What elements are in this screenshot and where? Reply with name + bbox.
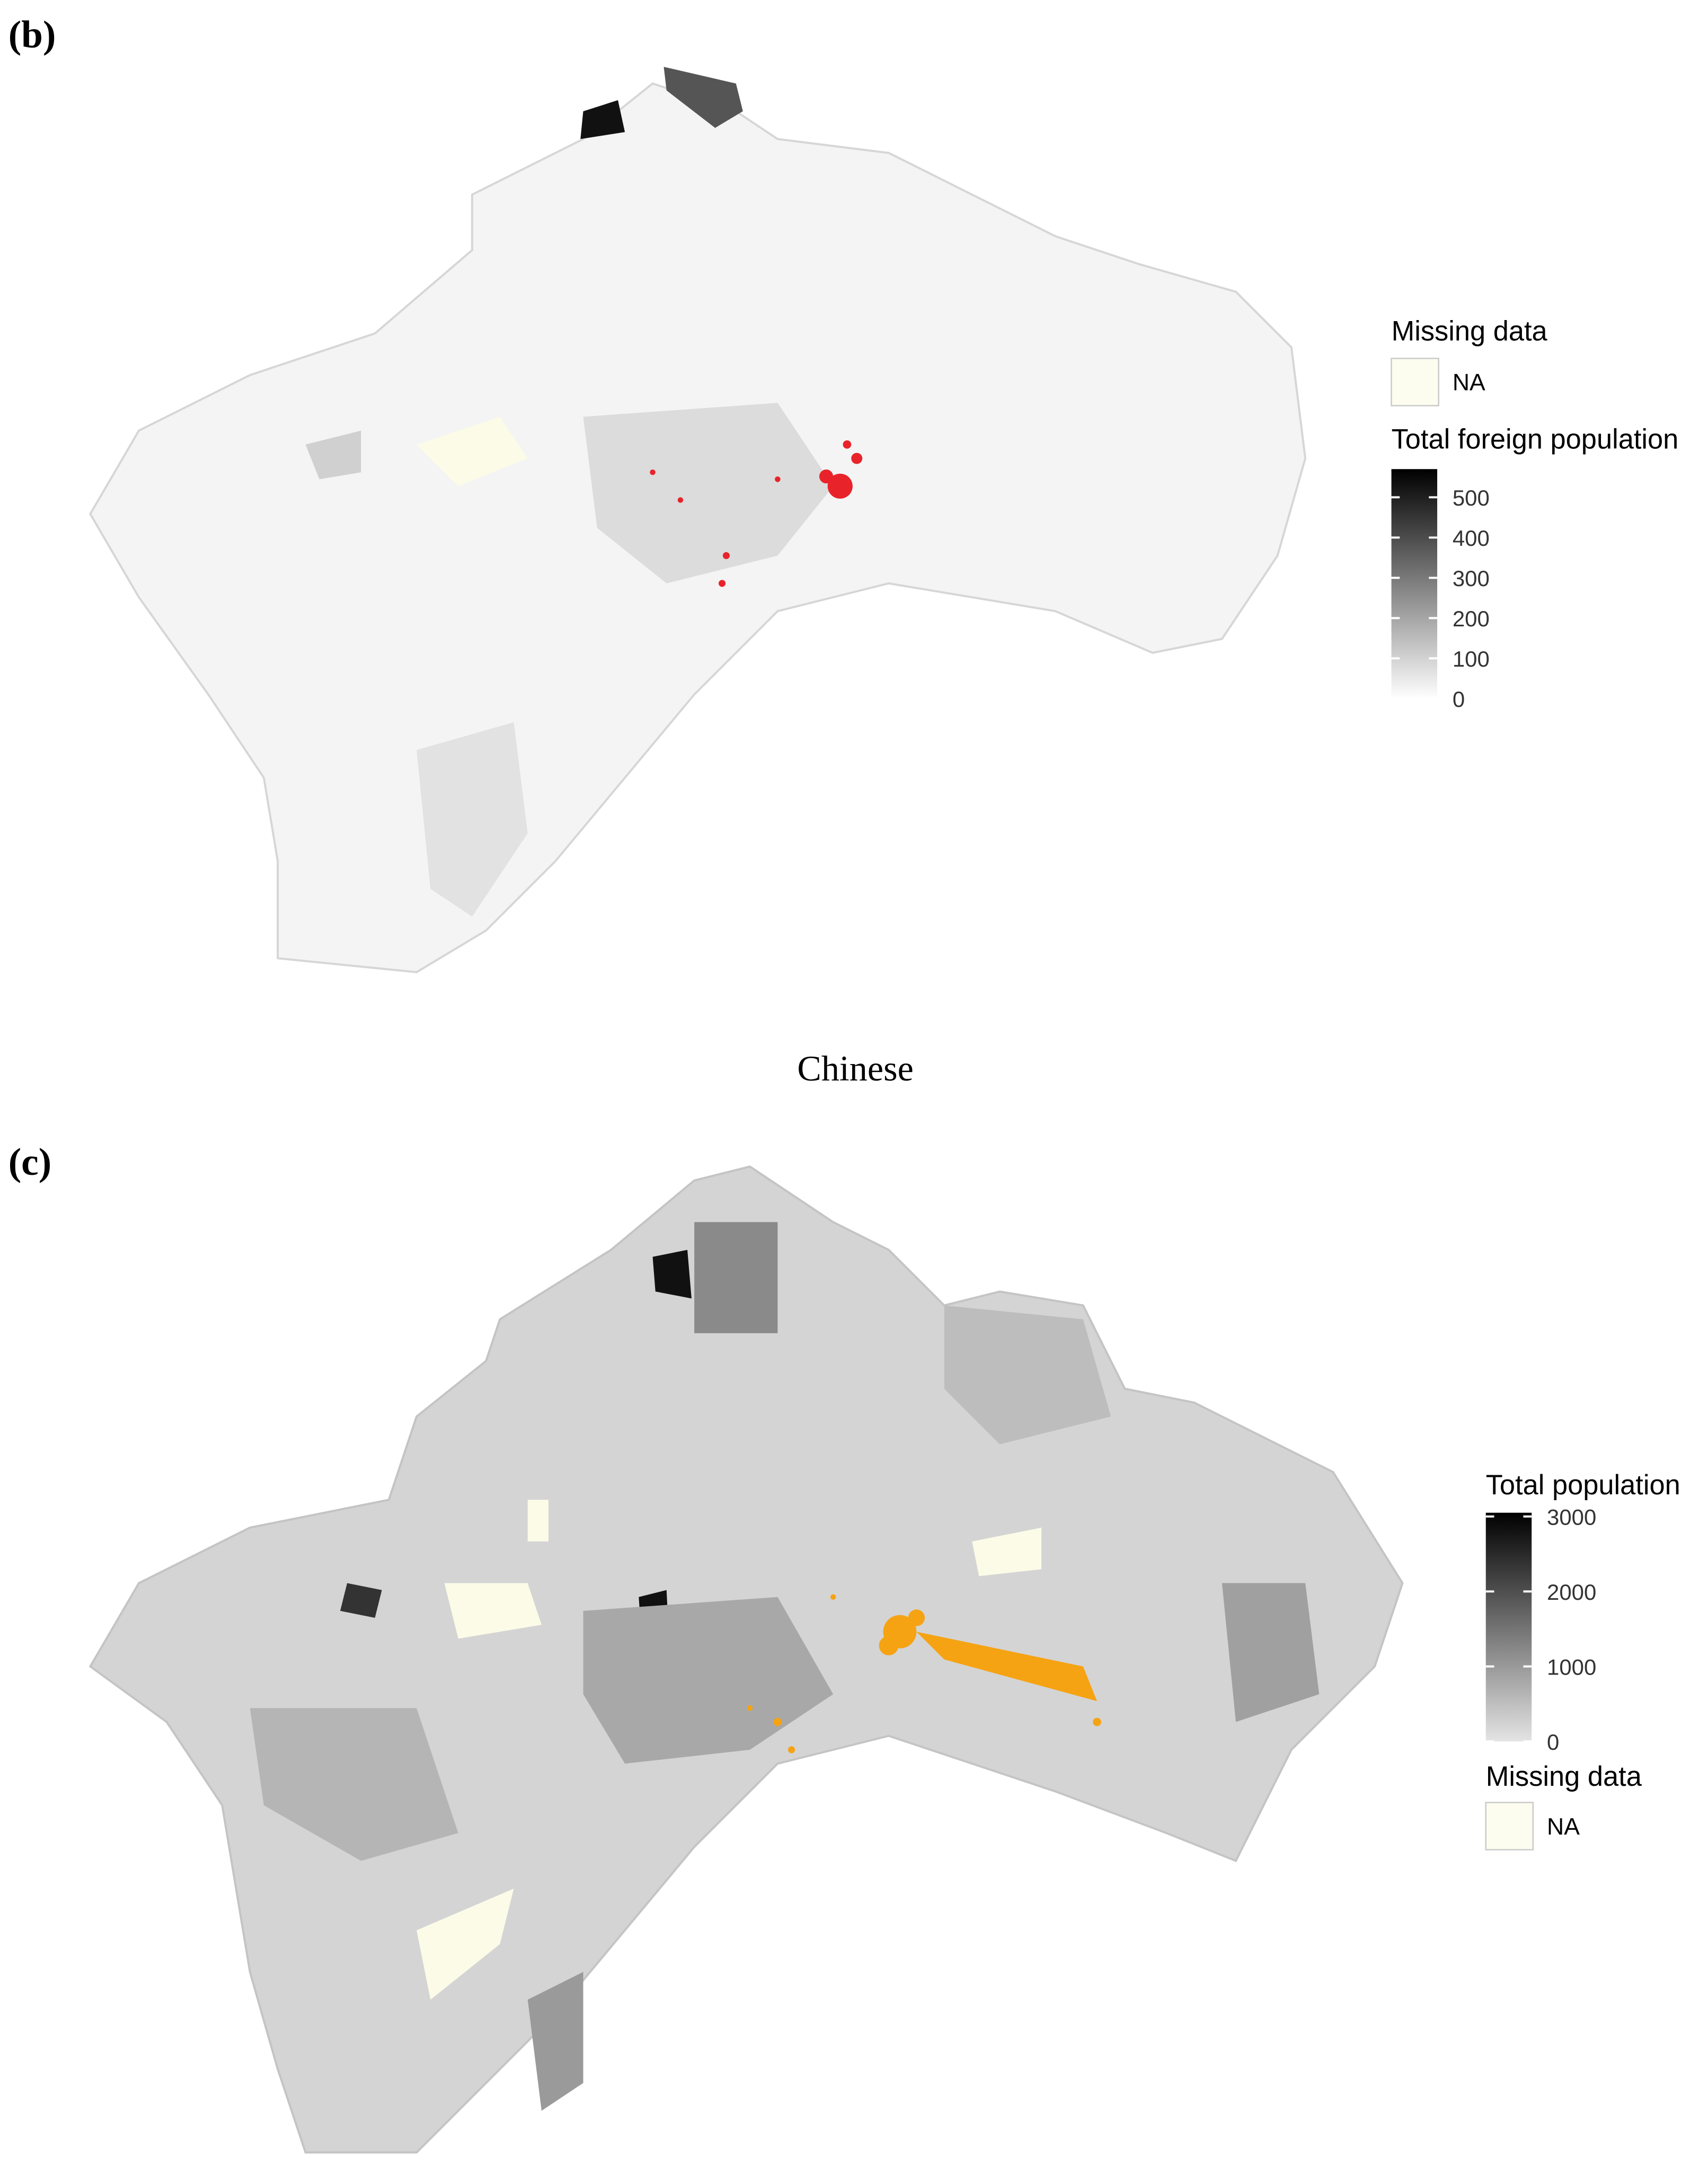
legend-title: Missing data: [1486, 1761, 1642, 1792]
colorbar-tick-label: 3000: [1547, 1504, 1596, 1529]
colorbar-tick-label: 300: [1453, 566, 1490, 591]
colorbar-tick-label: 500: [1453, 485, 1490, 510]
map-c: [89, 1165, 1404, 2154]
colorbar: 0 1000 2000 3000: [1485, 1504, 1596, 1755]
legend-swatch: [1485, 1802, 1534, 1850]
colorbar-tick-label: 0: [1453, 687, 1465, 712]
legend-title: Total population: [1486, 1470, 1680, 1501]
colorbar-tick-label: 0: [1547, 1730, 1559, 1755]
panel-label: (c): [8, 1140, 51, 1183]
colorbar-tick-label: 200: [1453, 606, 1490, 631]
colorbar-tick-label: 2000: [1547, 1580, 1596, 1605]
panel-label: (b): [8, 13, 56, 56]
legend-swatch: [1391, 358, 1439, 406]
legend-title: Missing data: [1392, 316, 1548, 347]
map-b: [89, 67, 1307, 973]
legend-label: NA: [1453, 370, 1485, 396]
colorbar-tick-label: 400: [1453, 526, 1490, 551]
legend-label: NA: [1547, 1814, 1580, 1840]
colorbar-tick-label: 1000: [1547, 1654, 1596, 1679]
colorbar-fill: [1485, 1512, 1532, 1742]
colorbar: 0 100 200 300 400 500: [1391, 469, 1490, 712]
map-title: Chinese: [797, 1048, 913, 1088]
legend-title: Total foreign population: [1392, 424, 1679, 455]
colorbar-tick-label: 100: [1453, 646, 1490, 671]
colorbar-fill: [1391, 469, 1438, 699]
